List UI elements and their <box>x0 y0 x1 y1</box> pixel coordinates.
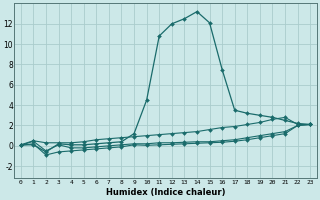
X-axis label: Humidex (Indice chaleur): Humidex (Indice chaleur) <box>106 188 225 197</box>
